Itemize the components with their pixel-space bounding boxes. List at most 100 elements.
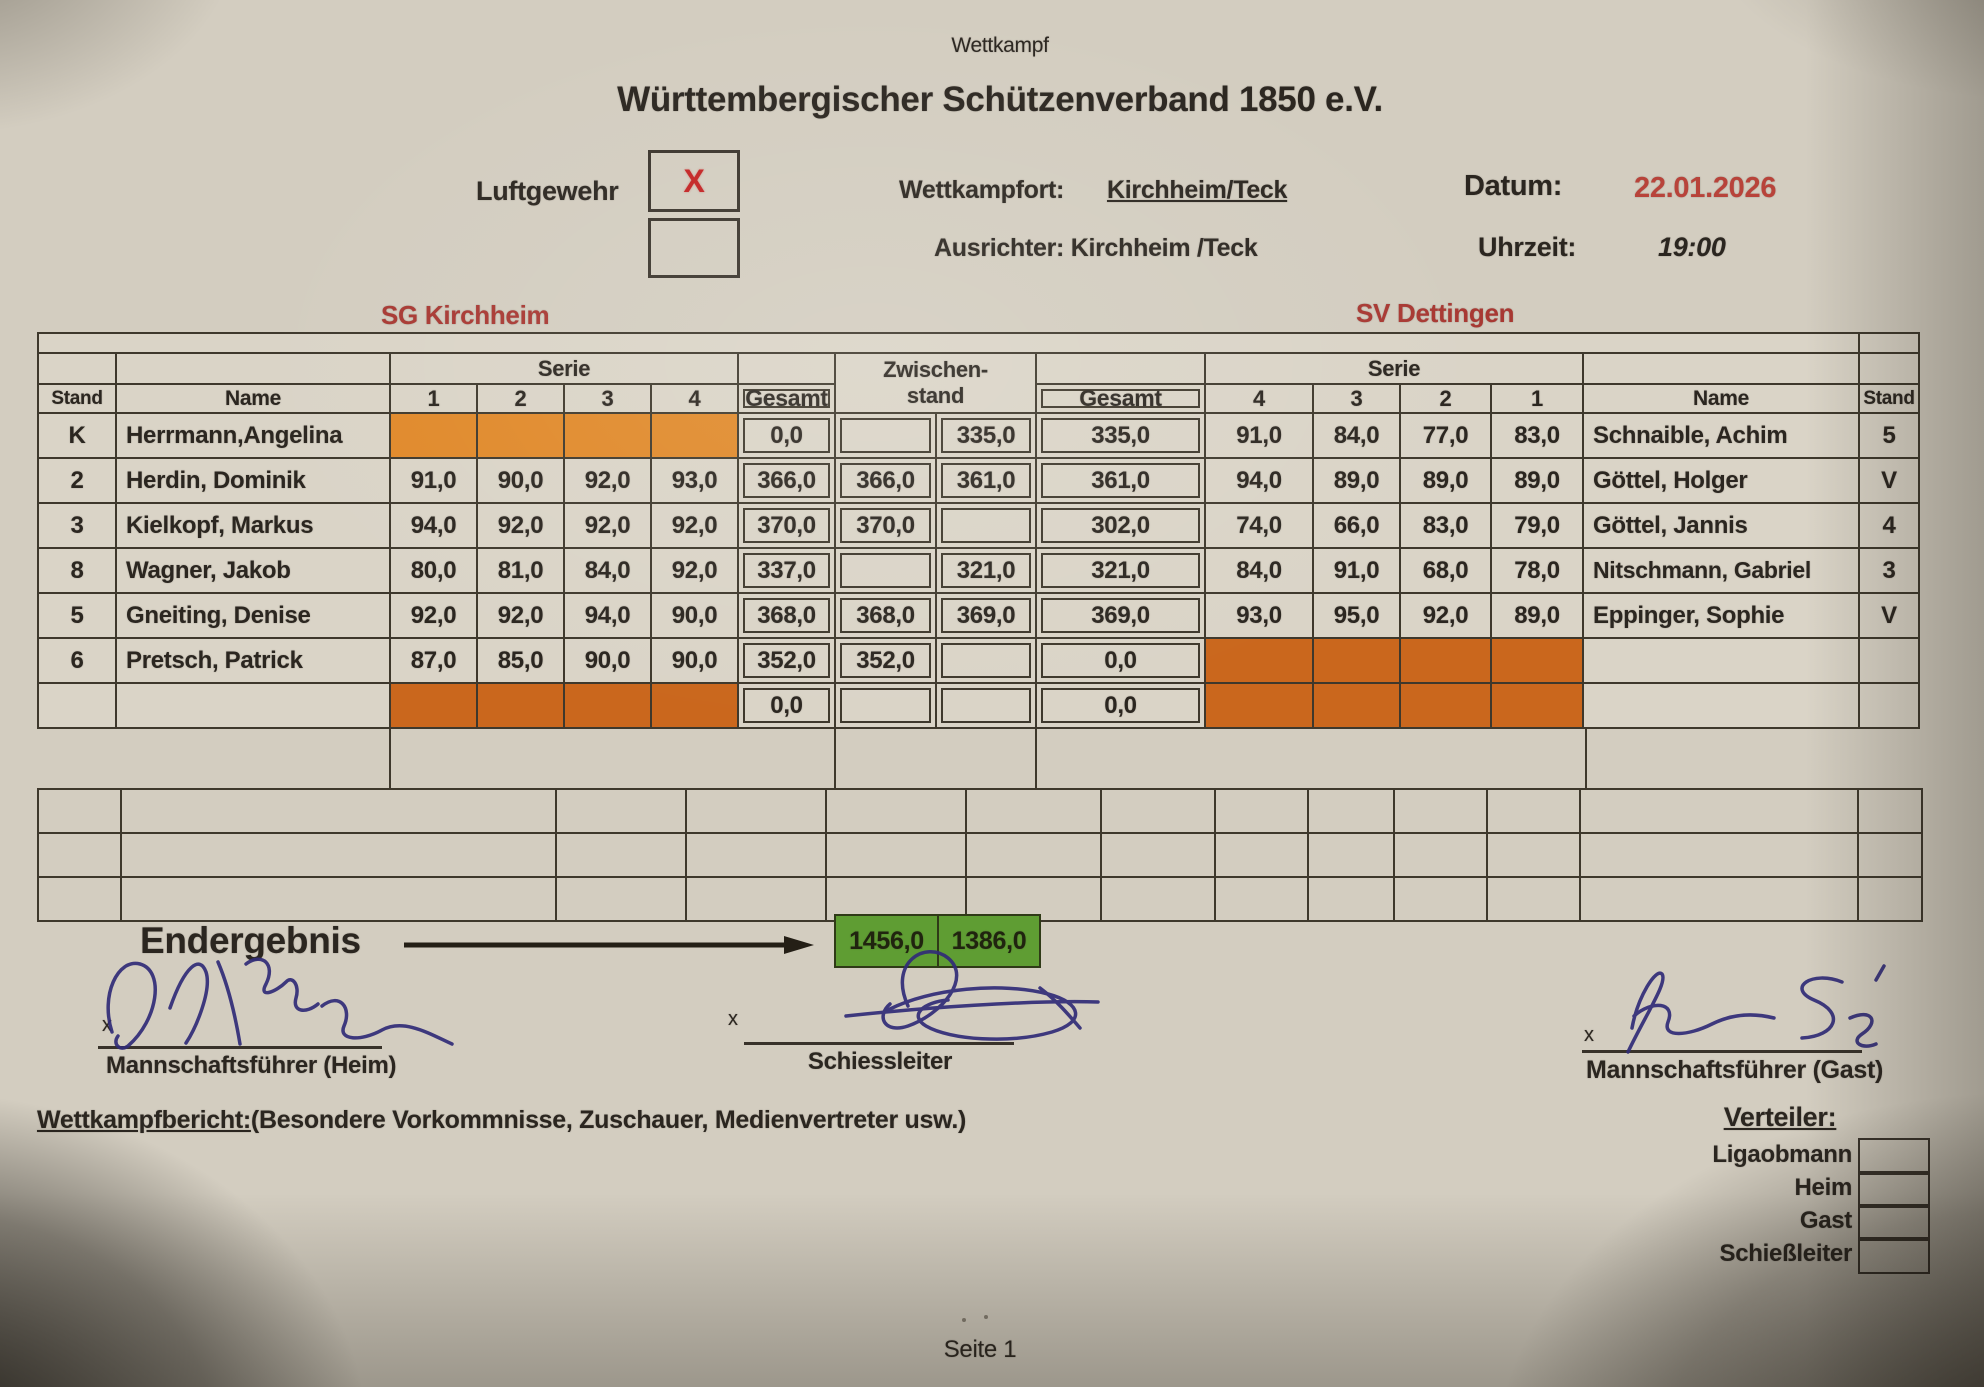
empty-cell	[687, 834, 827, 878]
stand-cell: 6	[39, 639, 117, 684]
zwischenstand-line1: Zwischen-	[883, 356, 988, 382]
name-cell: Göttel, Jannis	[1584, 504, 1860, 549]
name-cell: Eppinger, Sophie	[1584, 594, 1860, 639]
stand-cell: 5	[39, 594, 117, 639]
time-value: 19:00	[1658, 232, 1726, 262]
gesamt-cell: 302,0	[1037, 504, 1206, 549]
gesamt-cell: 369,0	[1037, 594, 1206, 639]
name-cell	[1584, 684, 1860, 729]
empty-cell	[1488, 878, 1581, 922]
header-blank	[1860, 354, 1920, 385]
serie-cell: 92,0	[652, 549, 739, 594]
empty-cell	[967, 790, 1102, 834]
empty-cell	[1309, 834, 1395, 878]
discipline-checkbox-checked: X	[648, 150, 740, 212]
serie-cell: 84,0	[1314, 414, 1401, 459]
table-connector-line	[834, 727, 836, 788]
serie-cell: 92,0	[652, 504, 739, 549]
serie-col-3: 3	[565, 385, 652, 414]
distribution-title: Verteiler:	[1723, 1102, 1837, 1132]
empty-cell	[122, 834, 557, 878]
empty-cell	[1102, 834, 1216, 878]
name-cell: Göttel, Holger	[1584, 459, 1860, 504]
serie-col-4: 4	[652, 385, 739, 414]
serie-cell: 79,0	[1492, 504, 1584, 549]
handwritten-signatures	[106, 950, 1886, 1054]
serie-cell: 68,0	[1401, 549, 1492, 594]
empty-cell	[39, 790, 122, 834]
zwischenstand-cell: 352,0	[836, 639, 937, 684]
home-team-name: SG Kirchheim	[381, 300, 550, 330]
serie-cell: 66,0	[1314, 504, 1401, 549]
serie-cell: 90,0	[652, 639, 739, 684]
empty-cell	[1581, 878, 1859, 922]
empty-cell	[827, 834, 967, 878]
serie-cell-blocked	[565, 684, 652, 729]
score-table: Serie Zwischen- stand Serie Stand Name 1…	[37, 332, 1920, 729]
empty-cell	[1309, 878, 1395, 922]
zwischenstand-cell	[937, 684, 1037, 729]
stand-cell: V	[1860, 459, 1920, 504]
serie-cell: 81,0	[478, 549, 565, 594]
empty-cell	[1102, 878, 1216, 922]
zwischenstand-cell	[937, 504, 1037, 549]
serie-cell: 80,0	[391, 549, 478, 594]
serie-cell-blocked	[1401, 684, 1492, 729]
serie-header-right: Serie	[1206, 354, 1584, 385]
zwischenstand-cell: 321,0	[937, 549, 1037, 594]
serie-header-left: Serie	[391, 354, 739, 385]
serie-cell: 91,0	[1206, 414, 1314, 459]
gesamt-cell: 0,0	[739, 684, 836, 729]
gesamt-cell: 361,0	[1037, 459, 1206, 504]
empty-cell	[1216, 878, 1309, 922]
serie-cell-blocked	[652, 414, 739, 459]
serie-cell-blocked	[1206, 639, 1314, 684]
serie-col-4r: 4	[1206, 385, 1314, 414]
gesamt-cell: 366,0	[739, 459, 836, 504]
venue-label: Wettkampfort:	[899, 176, 1065, 204]
serie-cell: 89,0	[1492, 594, 1584, 639]
serie-cell-blocked	[478, 414, 565, 459]
gesamt-cell: 0,0	[1037, 639, 1206, 684]
red-x-mark: X	[683, 162, 705, 199]
empty-cell	[1102, 790, 1216, 834]
empty-cell	[1859, 834, 1923, 878]
header-blank	[739, 354, 836, 385]
empty-cell	[1581, 834, 1859, 878]
gesamt-cell: 337,0	[739, 549, 836, 594]
stand-col-header: Stand	[39, 385, 117, 414]
name-cell: Nitschmann, Gabriel	[1584, 549, 1860, 594]
serie-cell-blocked	[1492, 639, 1584, 684]
distribution-item: Heim	[1794, 1174, 1853, 1201]
gesamt-col-header-left: Gesamt	[739, 385, 836, 414]
distribution-checkbox-ligaobmann	[1858, 1138, 1930, 1175]
distribution-checkbox-gast	[1858, 1204, 1930, 1241]
serie-cell: 85,0	[478, 639, 565, 684]
zwischenstand-header: Zwischen- stand	[836, 354, 1037, 414]
empty-cell	[1859, 878, 1923, 922]
serie-cell: 95,0	[1314, 594, 1401, 639]
extra-rows-grid	[37, 788, 1923, 922]
zwischenstand-cell: 369,0	[937, 594, 1037, 639]
name-cell: Schnaible, Achim	[1584, 414, 1860, 459]
empty-cell	[122, 878, 557, 922]
empty-cell	[1581, 790, 1859, 834]
empty-cell	[557, 790, 687, 834]
organizer-line: Ausrichter: Kirchheim /Teck	[934, 234, 1258, 262]
empty-cell	[557, 878, 687, 922]
stand-cell: 8	[39, 549, 117, 594]
table-connector-line	[1035, 727, 1037, 788]
spacer-row	[39, 334, 1860, 354]
stand-cell: 5	[1860, 414, 1920, 459]
empty-cell	[1395, 834, 1488, 878]
serie-col-3r: 3	[1314, 385, 1401, 414]
empty-cell	[557, 834, 687, 878]
serie-cell: 89,0	[1314, 459, 1401, 504]
serie-cell-blocked	[1492, 684, 1584, 729]
empty-cell	[1216, 790, 1309, 834]
serie-col-2r: 2	[1401, 385, 1492, 414]
venue-value: Kirchheim/Teck	[1107, 176, 1288, 204]
serie-cell: 91,0	[1314, 549, 1401, 594]
serie-cell: 83,0	[1492, 414, 1584, 459]
